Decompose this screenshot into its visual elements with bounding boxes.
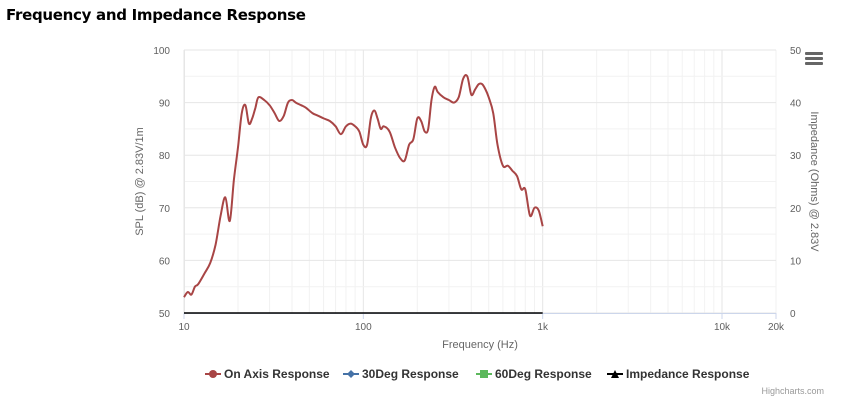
y-tick-label: 70 — [159, 204, 171, 215]
legend-label: Impedance Response — [626, 367, 750, 381]
hamburger-menu-icon[interactable] — [805, 52, 823, 68]
legend-marker — [480, 370, 488, 378]
legend-triangle-icon — [607, 370, 623, 378]
y2-tick-label: 50 — [790, 46, 802, 57]
legend-marker — [347, 370, 355, 378]
y2-axis-title: Impedance (Ohms) @ 2.83V — [808, 111, 820, 252]
credits-link[interactable]: Highcharts.com — [761, 386, 824, 396]
y-tick-label: 80 — [159, 151, 171, 162]
legend-diamond-icon — [343, 370, 359, 378]
x-tick-label: 20k — [768, 322, 785, 333]
y2-tick-label: 20 — [790, 204, 802, 215]
legend-marker — [611, 370, 619, 378]
series-line-on-axis-response — [183, 74, 544, 298]
y-tick-label: 60 — [159, 256, 171, 267]
y2-tick-label: 30 — [790, 151, 802, 162]
y2-tick-label: 10 — [790, 256, 802, 267]
y2-tick-label: 40 — [790, 99, 802, 110]
y-tick-label: 100 — [153, 46, 170, 57]
legend-label: 30Deg Response — [362, 367, 459, 381]
x-tick-label: 10 — [178, 322, 190, 333]
legend-label: 60Deg Response — [495, 367, 592, 381]
x-tick-label: 10k — [714, 322, 731, 333]
y-tick-label: 50 — [159, 309, 171, 320]
legend-label: On Axis Response — [224, 367, 330, 381]
y-tick-label: 90 — [159, 99, 171, 110]
y2-tick-label: 0 — [790, 309, 796, 320]
legend-circle-icon — [205, 370, 221, 378]
y-axis-title: SPL (dB) @ 2.83V/1m — [134, 127, 146, 236]
x-tick-label: 1k — [537, 322, 549, 333]
legend-square-icon — [476, 370, 492, 378]
grid-lines — [183, 49, 777, 314]
legend: On Axis Response 30Deg Response 60Deg Re… — [0, 366, 851, 384]
x-axis-title: Frequency (Hz) — [442, 339, 518, 351]
series-layer — [183, 74, 544, 314]
legend-marker — [209, 370, 217, 378]
x-tick-label: 100 — [355, 322, 372, 333]
chart-title: Frequency and Impedance Response — [6, 6, 306, 24]
